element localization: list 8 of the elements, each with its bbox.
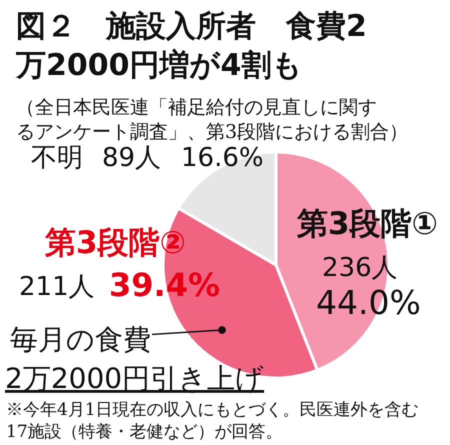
slice-label: 第3段階① xyxy=(296,206,438,242)
data-label: 89人 16.6% xyxy=(102,143,264,173)
slice-label: 不明 xyxy=(31,143,83,173)
text: ※今年4月1日現在の収入にもとづく。民医連外を含む17施設（特養・老健など）が回答。 xyxy=(6,400,419,442)
chart-subtitle: （全日本民医連「補足給付の見直しに関するアンケート調査」、第3段階における割合） xyxy=(16,96,408,144)
data-label: 236人 44.0% xyxy=(316,253,421,322)
text: 毎月の食費2万2000円引き上げ xyxy=(5,323,264,395)
chart-title: 図２ 施設入所者 食費2万2000円増が4割も xyxy=(15,9,367,83)
